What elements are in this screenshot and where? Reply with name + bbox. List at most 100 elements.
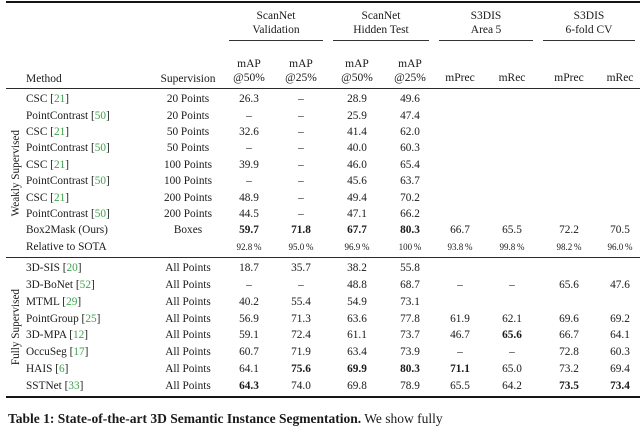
method-name: PointGroup: [26, 312, 79, 325]
citation-link[interactable]: 50: [94, 207, 107, 220]
method-name: CSC: [26, 158, 48, 171]
method-name: CSC: [26, 93, 48, 106]
section-rows: CSC [21] 20 Points 26.3–28.9 49.6 PointContr…: [6, 91, 640, 255]
method-name: PointContrast: [26, 207, 89, 220]
value-cell: 69.6: [559, 312, 579, 325]
cite-bracket: ]: [96, 312, 101, 325]
col-header-mprec-6fold: mPrec: [538, 72, 600, 86]
cite-bracket: ]: [64, 363, 69, 376]
supervision-cell: 100 Points: [163, 158, 213, 171]
supervision-cell: All Points: [165, 295, 211, 308]
value-cell: –: [457, 346, 463, 359]
value-cell: 65.5: [502, 224, 522, 237]
cite-bracket: ]: [106, 109, 110, 122]
method-name: OccuSeg: [26, 346, 67, 359]
value-cell: 63.7: [400, 175, 420, 188]
value-cell: 65.5: [450, 379, 470, 392]
value-cell: 60.7: [239, 346, 259, 359]
caption-text: We show fully: [361, 411, 443, 427]
citation-link[interactable]: 12: [73, 329, 85, 342]
group-s3dis-6fold: S3DIS 6-fold CV: [538, 9, 640, 41]
value-cell: –: [298, 125, 304, 138]
table-subheader: Method Supervision mAP @50% mAP @25% mAP @5…: [6, 41, 640, 88]
value-cell: 63.6: [347, 312, 367, 325]
citation-link[interactable]: 50: [94, 175, 107, 188]
table-row: 3D-SIS [20] All Points 18.7 35.7 38.2 55.8: [6, 260, 640, 277]
group-header-spacer: [6, 9, 224, 41]
value-cell: 54.9: [347, 295, 367, 308]
value-cell: 100 %: [398, 241, 422, 252]
method-cell: 3D-SIS [20]: [26, 262, 152, 274]
method-name: PointContrast: [26, 175, 89, 188]
table-row: PointContrast [50] 100 Points – – 45.6 63.7: [6, 173, 640, 189]
value-cell: 65.0: [502, 363, 522, 376]
citation-link[interactable]: 52: [79, 279, 91, 292]
rotated-section-label: Fully Supervised: [6, 258, 26, 396]
method-name: Relative to SOTA: [26, 240, 107, 253]
citation-link[interactable]: 21: [53, 191, 66, 204]
method-cell: PointContrast [50]: [26, 110, 152, 122]
cite-bracket: [: [66, 346, 74, 359]
citation-link[interactable]: 17: [73, 346, 85, 359]
group-title-line1: S3DIS: [470, 10, 502, 22]
supervision-cell: 20 Points: [166, 93, 210, 106]
cite-bracket: ]: [106, 142, 110, 155]
table-caption: Table 1: State-of-the-art 3D Semantic In…: [8, 411, 632, 427]
citation-link[interactable]: 21: [53, 158, 66, 171]
value-cell: 64.1: [610, 329, 630, 342]
value-cell: 61.9: [450, 312, 470, 325]
cite-bracket: [: [88, 109, 95, 122]
citation-link[interactable]: 33: [68, 379, 80, 392]
citation-link[interactable]: 25: [85, 312, 97, 325]
col-header-map25-test: mAP @25%: [386, 58, 434, 85]
citation-link[interactable]: 6: [58, 363, 65, 376]
method-cell: PointGroup [25]: [26, 313, 152, 325]
value-cell: 59.1: [239, 329, 259, 342]
subcol-top: mAP: [289, 58, 313, 70]
section-divider-rule: [6, 256, 640, 258]
subcol-bottom: @50%: [233, 71, 265, 84]
cmidrule: [439, 37, 533, 41]
cite-bracket: [: [59, 295, 67, 308]
table-row: CSC [21] 20 Points 26.3 – 28.9 49.6: [6, 91, 640, 107]
value-cell: 66.7: [559, 329, 579, 342]
citation-link[interactable]: 50: [94, 109, 107, 122]
cite-bracket: ]: [84, 329, 89, 342]
citation-link[interactable]: 21: [53, 93, 66, 106]
value-cell: –: [298, 191, 304, 204]
table-row: MTML [29] All Points 40.2 55.4 54.9 73.1: [6, 294, 640, 311]
table-row: CSC [21] 100 Points 39.9 – 46.0 65.4: [6, 157, 640, 173]
method-cell: HAIS [6]: [26, 363, 152, 375]
group-title-line1: ScanNet: [256, 10, 296, 22]
citation-link[interactable]: 20: [66, 262, 78, 275]
value-cell: 93.8 %: [447, 241, 473, 252]
cite-bracket: [: [52, 363, 59, 376]
value-cell: –: [298, 109, 304, 122]
value-cell: 70.2: [400, 191, 420, 204]
citation-link[interactable]: 29: [66, 295, 78, 308]
col-header-mprec-area5: mPrec: [434, 72, 486, 86]
citation-link[interactable]: 50: [94, 142, 107, 155]
col-header-map50-val: mAP @50%: [224, 58, 274, 85]
cite-bracket: [: [47, 125, 54, 138]
table-row: SSTNet [33] All Points 64.3 74.0 69.8 78.9 65.…: [6, 377, 640, 394]
cite-bracket: ]: [77, 262, 82, 275]
value-cell: 64.1: [239, 363, 259, 376]
method-name: MTML: [26, 295, 60, 308]
supervision-cell: All Points: [165, 363, 211, 376]
value-cell: 38.2: [347, 262, 367, 275]
value-cell: 56.9: [239, 312, 259, 325]
value-cell: 60.3: [400, 142, 420, 155]
supervision-cell: All Points: [165, 346, 211, 359]
citation-link[interactable]: 21: [53, 125, 66, 138]
subcol-bottom: mPrec: [554, 71, 584, 84]
cite-bracket: [: [47, 191, 54, 204]
col-header-map50-test: mAP @50%: [328, 58, 386, 85]
method-cell: MTML [29]: [26, 296, 152, 308]
value-cell: –: [509, 346, 515, 359]
value-cell: 47.4: [400, 109, 420, 122]
value-cell: 64.3: [239, 379, 259, 392]
group-scannet-hidden-test: ScanNet Hidden Test: [328, 9, 434, 41]
value-cell: –: [246, 142, 252, 155]
value-cell: 49.6: [400, 93, 420, 106]
